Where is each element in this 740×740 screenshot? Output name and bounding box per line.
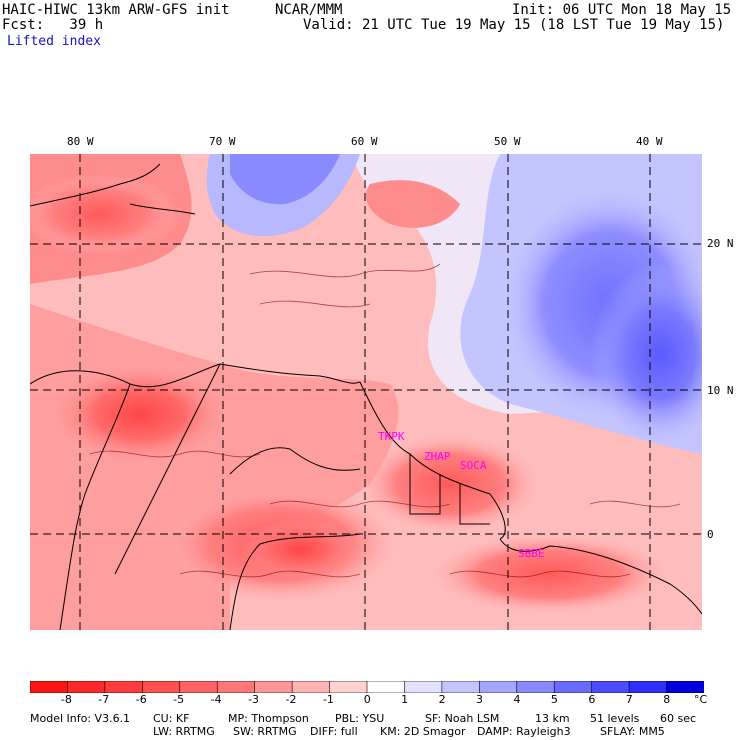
lon-label-60w: 60 W [351,135,378,148]
colorbar-swatch [666,681,704,693]
colorbar-tick-label: -2 [285,693,297,706]
lat-label-0: 0 [707,528,714,541]
lifted-index-map [30,154,702,630]
pbl-scheme: PBL: YSU [335,712,385,725]
time-step: 60 sec [660,712,697,725]
station-label: ZHAP [424,450,451,463]
colorbar-unit: °C [694,693,708,706]
surface-scheme: SF: Noah LSM [425,712,500,725]
coastlines [30,163,702,630]
center-title: NCAR/MMM [275,2,343,18]
valid-time: Valid: 21 UTC Tue 19 May 15 (18 LST Tue … [303,17,725,33]
colorbar-swatch [591,681,630,693]
lon-label-70w: 70 W [209,135,236,148]
colorbar-tick-label: -6 [135,693,147,706]
contours [89,263,681,578]
init-time: Init: 06 UTC Mon 18 May 15 [512,2,732,18]
colorbar-swatch [479,681,518,693]
surface-layer-scheme: SFLAY: MM5 [600,725,665,738]
colorbar-swatch [441,681,481,693]
colorbar-tick-label: 0 [363,693,371,706]
colorbar-tick-label: 3 [476,693,484,706]
lon-label-80w: 80 W [67,135,94,148]
colorbar-tick-label: 2 [438,693,446,706]
station-label: SBBE [518,547,545,560]
field-name: Lifted index [7,34,101,49]
colorbar-tick-label: -1 [322,693,334,706]
colorbar-swatch [67,681,106,693]
lat-label-10n: 10 N [707,384,734,397]
shortwave-scheme: SW: RRTMG [233,725,297,738]
colorbar-swatch [516,681,556,693]
colorbar-swatch [553,681,593,693]
colorbar-swatch [329,681,368,693]
colorbar-tick-label: -7 [98,693,110,706]
colorbar-swatch [104,681,144,693]
colorbar-swatch [628,681,668,693]
colorbar-swatch [366,681,406,693]
colorbar-tick-label: 5 [550,693,558,706]
colorbar-tick-label: 8 [663,693,671,706]
graticule [30,154,702,630]
station-label: SOCA [460,459,487,472]
colorbar-swatch [216,681,256,693]
colorbar-swatch [179,681,219,693]
longwave-scheme: LW: RRTMG [153,725,215,738]
km-scheme: KM: 2D Smagor [380,725,466,738]
station-label: TKPK [378,430,405,443]
colorbar-swatch [30,681,69,693]
colorbar [30,681,704,693]
damping-scheme: DAMP: Rayleigh3 [477,725,571,738]
colorbar-tick-label: -5 [173,693,185,706]
cumulus-scheme: CU: KF [153,712,190,725]
colorbar-tick-label: 6 [588,693,596,706]
model-title: HAIC-HIWC 13km ARW-GFS init [2,2,230,18]
colorbar-tick-label: 1 [401,693,409,706]
colorbar-swatch [142,681,181,693]
diffusion-scheme: DIFF: full [310,725,358,738]
colorbar-tick-label: -3 [248,693,260,706]
colorbar-tick-label: 4 [513,693,521,706]
lat-label-20n: 20 N [707,237,734,250]
forecast-hour: Fcst: 39 h [2,17,104,33]
colorbar-tick-label: 7 [625,693,633,706]
colorbar-tick-label: -8 [60,693,72,706]
colorbar-swatch [404,681,443,693]
colorbar-swatch [291,681,331,693]
colorbar-tick-label: -4 [210,693,222,706]
lon-label-40w: 40 W [636,135,663,148]
grid-spacing: 13 km [535,712,570,725]
vertical-levels: 51 levels [590,712,640,725]
microphysics-scheme: MP: Thompson [228,712,309,725]
lon-label-50w: 50 W [494,135,521,148]
colorbar-swatch [254,681,293,693]
model-version: Model Info: V3.6.1 [30,712,131,725]
